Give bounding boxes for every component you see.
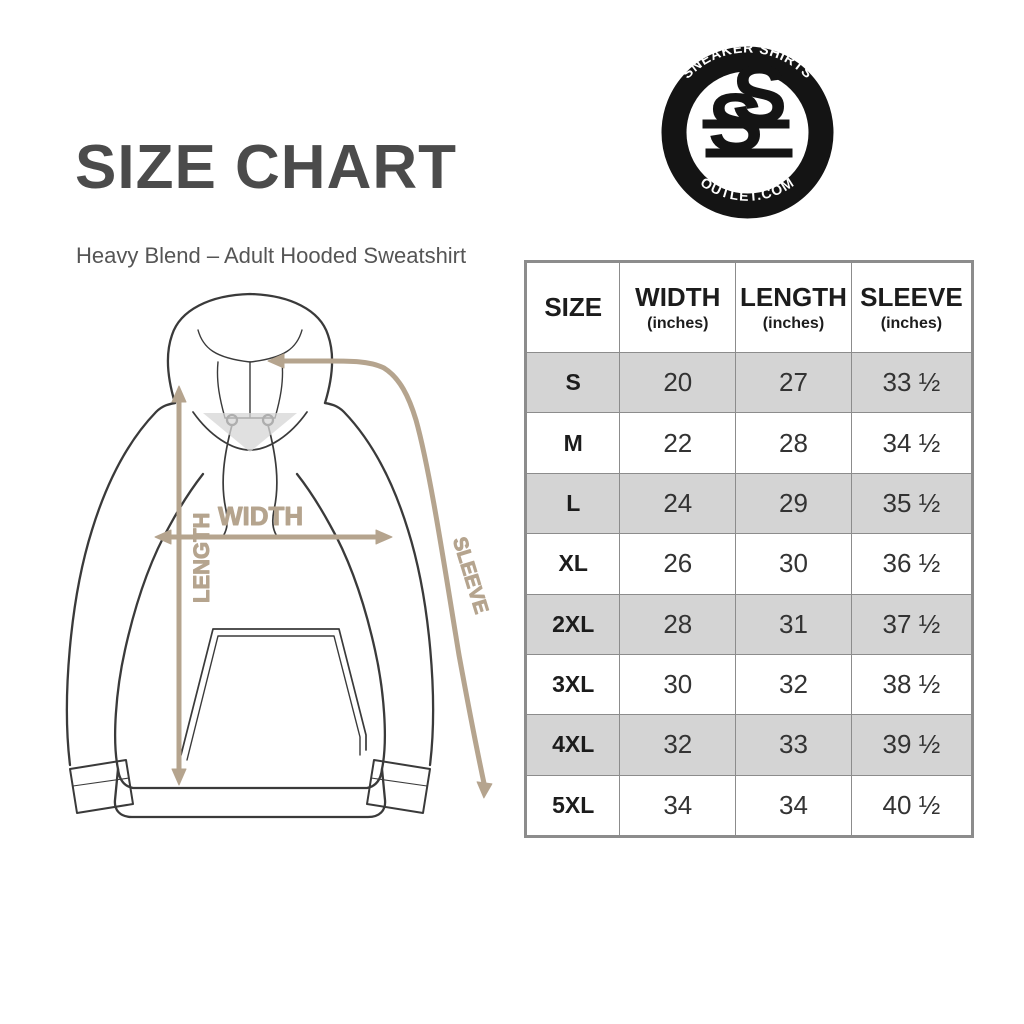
svg-text:SLEEVE: SLEEVE xyxy=(448,535,492,617)
svg-text:WIDTH: WIDTH xyxy=(218,501,303,531)
svg-text:LENGTH: LENGTH xyxy=(189,513,214,603)
